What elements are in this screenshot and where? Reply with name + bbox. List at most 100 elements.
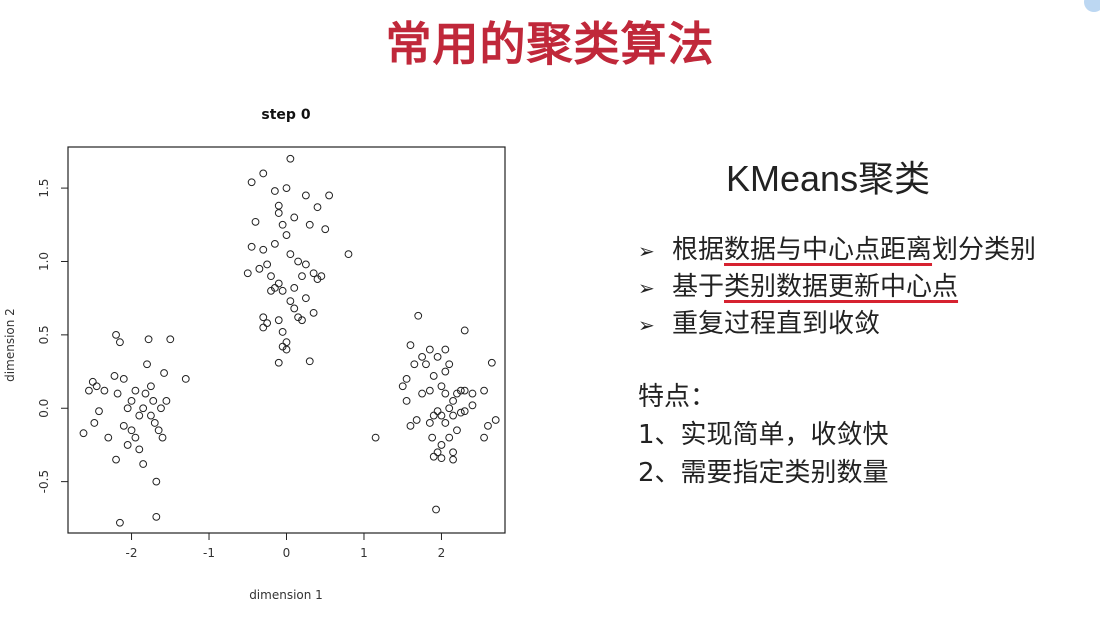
data-point <box>113 389 122 398</box>
data-point <box>181 374 190 383</box>
data-point <box>445 433 454 442</box>
y-tick-label: 0.5 <box>37 325 51 344</box>
data-point <box>152 512 161 521</box>
data-point <box>410 360 419 369</box>
data-point <box>274 316 283 325</box>
data-point <box>127 426 136 435</box>
data-point <box>422 360 430 369</box>
data-point <box>152 477 161 486</box>
data-point <box>456 408 465 417</box>
bullet-item: ➢ 重复过程直到收敛 <box>638 306 1036 343</box>
data-point <box>286 250 295 259</box>
data-point <box>321 225 330 234</box>
bullet-text: 基于 <box>672 272 725 302</box>
data-point <box>282 184 291 192</box>
data-point <box>441 389 450 398</box>
data-point <box>313 275 322 283</box>
data-point <box>480 386 488 395</box>
data-point <box>298 316 306 325</box>
data-point <box>141 389 150 398</box>
bullet-item: ➢ 基于类别数据更新中心点 <box>638 269 1036 306</box>
data-point <box>460 326 469 335</box>
data-point <box>468 401 477 410</box>
data-point <box>270 283 279 292</box>
plot-frame <box>67 146 506 534</box>
data-point <box>274 279 283 288</box>
data-point <box>309 269 318 278</box>
data-point <box>85 386 93 395</box>
y-axis-label: dimension 2 <box>3 308 17 382</box>
data-point <box>282 231 291 239</box>
data-point <box>282 338 291 347</box>
data-point <box>429 452 438 461</box>
data-point <box>112 330 120 339</box>
data-point <box>453 426 461 435</box>
data-point <box>441 419 450 427</box>
feature-item: 2、需要指定类别数量 <box>638 458 889 488</box>
bullet-text: 根据 <box>672 235 725 265</box>
data-point <box>445 404 454 413</box>
data-point <box>491 416 500 424</box>
data-point <box>92 382 101 391</box>
data-point <box>166 335 175 344</box>
data-point <box>154 426 163 435</box>
data-point <box>449 455 457 464</box>
data-point <box>110 372 119 380</box>
data-point <box>259 323 268 332</box>
data-point <box>432 505 440 514</box>
data-point <box>263 319 272 328</box>
data-point <box>149 397 158 405</box>
data-point <box>139 460 148 468</box>
data-point <box>274 358 283 367</box>
data-point <box>286 297 295 306</box>
data-point <box>418 389 426 398</box>
panel-subtitle: KMeans聚类 <box>726 158 931 199</box>
data-point <box>449 411 457 420</box>
data-point <box>119 421 128 430</box>
data-point <box>278 286 287 295</box>
data-point <box>441 345 450 354</box>
data-point <box>267 272 275 281</box>
data-point <box>116 518 124 527</box>
data-point <box>406 421 415 430</box>
y-tick-label: 1.0 <box>37 252 51 271</box>
data-point <box>414 311 423 320</box>
x-tick-label: 2 <box>438 546 446 560</box>
arrow-bullet-icon: ➢ <box>638 313 655 337</box>
bullet-list: ➢ 根据数据与中心点距离划分类别 ➢ 基于类别数据更新中心点 ➢ 重复过程直到收敛 <box>638 232 1036 343</box>
data-point <box>429 411 438 420</box>
data-point <box>162 397 171 405</box>
data-point <box>412 416 421 424</box>
data-point <box>95 407 103 416</box>
data-point <box>487 358 496 367</box>
data-point <box>144 335 153 344</box>
scatter-plot: step 0 -2 -1 0 1 2 -0.5 0.0 0.5 1.0 1.5 dimension… <box>3 107 506 602</box>
data-point <box>127 397 136 405</box>
data-point <box>425 345 434 354</box>
data-point <box>344 250 353 259</box>
data-point <box>259 313 268 322</box>
data-point <box>135 445 144 454</box>
data-point <box>290 304 299 313</box>
data-point <box>449 397 457 405</box>
data-point <box>131 386 140 395</box>
data-point <box>305 220 314 229</box>
bullet-item: ➢ 根据数据与中心点距离划分类别 <box>638 232 1036 269</box>
data-point <box>147 382 155 391</box>
data-point <box>263 260 272 269</box>
data-point <box>398 382 407 391</box>
data-point <box>305 357 314 366</box>
bullet-text: 划分类别 <box>932 235 1037 265</box>
data-point <box>480 433 488 442</box>
data-point <box>425 386 434 395</box>
data-point <box>251 217 260 226</box>
data-point <box>371 433 380 442</box>
data-point <box>247 178 256 187</box>
data-point <box>301 294 310 303</box>
data-point <box>157 404 165 413</box>
data-points <box>79 154 500 527</box>
data-point <box>418 352 426 361</box>
data-point <box>428 433 437 442</box>
data-point <box>449 448 457 457</box>
chart-title: step 0 <box>261 107 310 123</box>
